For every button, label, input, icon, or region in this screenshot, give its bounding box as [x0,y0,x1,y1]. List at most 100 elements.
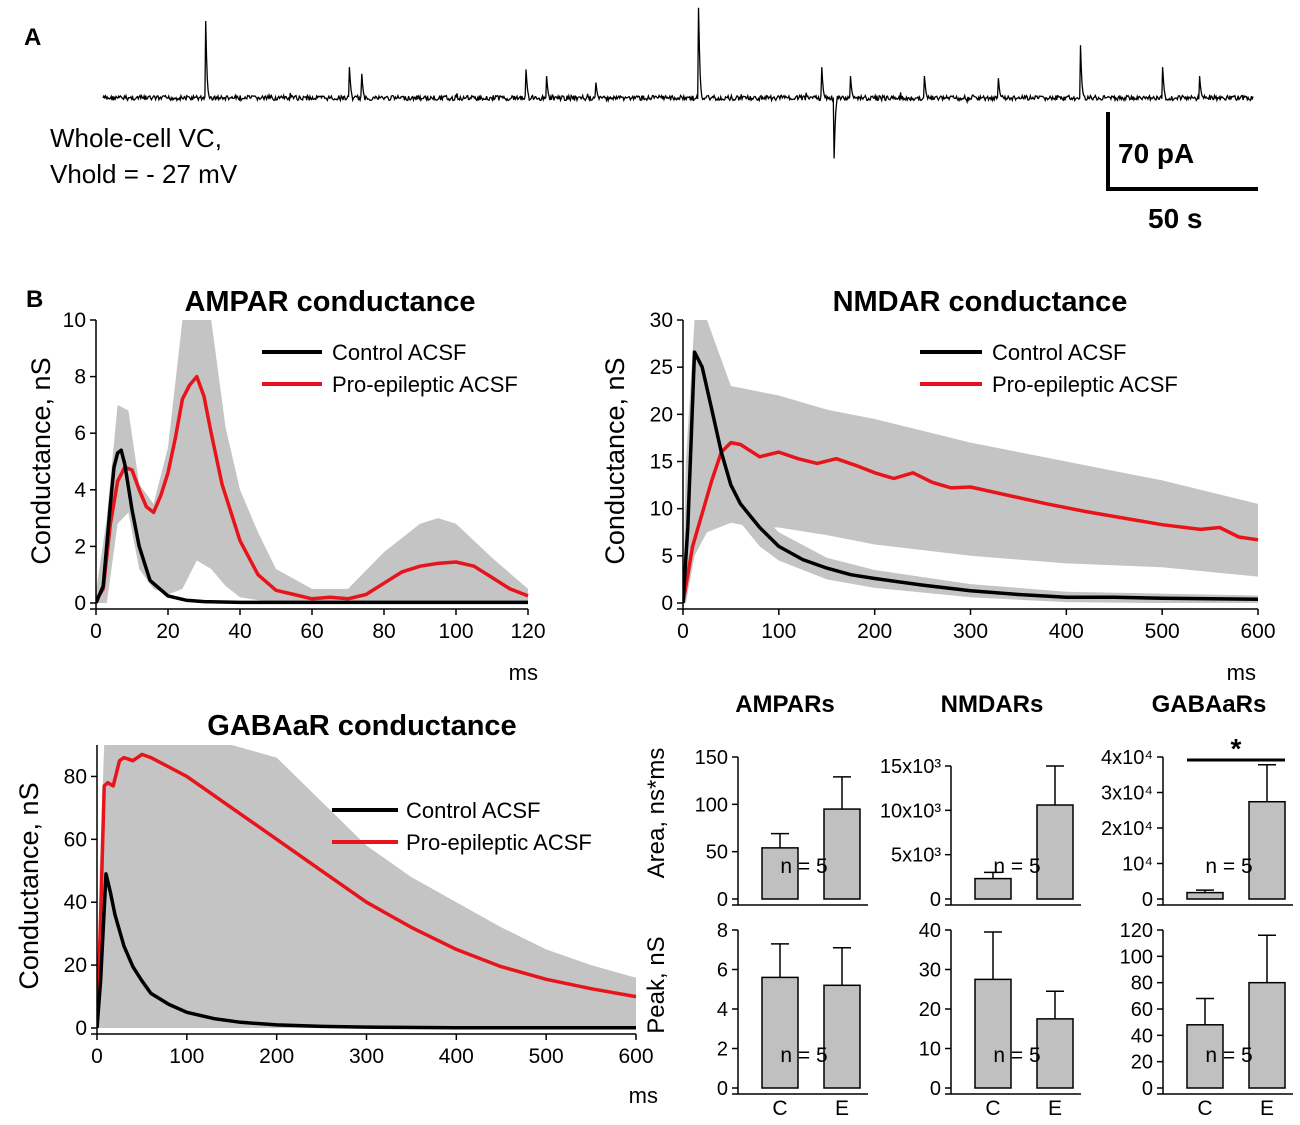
y-tick-label: 3x10⁴ [1101,783,1153,805]
y-tick-label: 0 [930,889,941,911]
bar-chart-gabaars-area: 0 10⁴ 2x10⁴ 3x10⁴ 4x10⁴ n = 5 GABAaRs * [1101,691,1293,911]
bar-chart-nmdars-peak: C E 0 10 20 30 40 n = 5 [919,920,1081,1120]
sem-band [683,320,1258,603]
y-axis-label: Area, ns*ms [643,748,670,879]
y-axis-label: Peak, nS [643,936,670,1033]
legend-epileptic-label: Pro-epileptic ACSF [406,830,592,855]
x-tick-label: 100 [761,620,796,643]
y-tick-label: 120 [1120,920,1153,942]
y-tick-label: 2x10⁴ [1101,818,1153,840]
y-tick-label: 20 [1131,1052,1153,1074]
y-tick-label: 5x10³ [891,845,941,867]
y-tick-label: 30 [919,960,941,982]
y-tick-label: 80 [64,765,87,788]
x-tick-label: 400 [1049,620,1084,643]
legend-control-label: Control ACSF [992,340,1127,365]
bar-e [1248,800,1286,900]
x-tick-label: 0 [90,620,102,643]
y-tick-label: 6 [717,960,728,982]
y-tick-label: 20 [650,403,673,426]
sample-size-label: n = 5 [993,1044,1040,1067]
control-series-line [683,350,1259,604]
chart-title: GABAaR conductance [207,710,516,742]
y-axis-label: Conductance, nS [14,782,44,989]
y-tick-label: 20 [64,954,87,977]
category-label-c: C [985,1097,1000,1120]
sample-size-label: n = 5 [993,855,1040,878]
x-tick-label: 100 [438,620,473,643]
sample-size-label: n = 5 [780,1044,827,1067]
x-tick-label: 600 [618,1045,653,1068]
sem-band [97,745,636,1028]
x-axis-label: ms [1227,660,1256,685]
y-tick-label: 4x10⁴ [1101,747,1153,769]
sample-size-label: n = 5 [780,855,827,878]
y-tick-label: 4 [74,479,86,502]
bar-chart-gabaars-peak: C E 0 20 40 60 80 100 120 n = 5 [1120,920,1293,1120]
x-tick-label: 100 [169,1045,204,1068]
legend-epileptic-label: Pro-epileptic ACSF [332,372,518,397]
y-tick-label: 10x10³ [880,800,941,822]
bar-group-title: AMPARs [735,691,835,718]
ampar-conductance-chart: 0 20 40 60 80 100 120 0 2 4 6 8 10 AMPAR conductance m… [26,286,546,685]
nmdar-conductance-chart: 0 100 200 300 400 500 600 0 5 10 15 20 25 30 NMDAR con… [600,286,1276,685]
x-tick-label: 500 [529,1045,564,1068]
x-tick-label: 200 [857,620,892,643]
y-tick-label: 0 [75,1017,87,1040]
x-tick-label: 500 [1145,620,1180,643]
control-series-line [97,872,636,1030]
y-tick-label: 15x10³ [880,756,941,778]
x-tick-label: 120 [510,620,545,643]
y-tick-label: 2 [717,1039,728,1061]
sample-size-label: n = 5 [1205,1044,1252,1067]
bar-e [1036,1018,1074,1089]
legend-epileptic-label: Pro-epileptic ACSF [992,372,1178,397]
y-tick-label: 100 [1120,946,1153,968]
epileptic-series-line [97,752,637,1029]
y-tick-label: 0 [717,1078,728,1100]
scale-label-current: 70 pA [1118,138,1194,169]
y-tick-label: 40 [64,891,87,914]
x-tick-label: 40 [228,620,251,643]
legend-control-label: Control ACSF [406,798,541,823]
bar-group-title: GABAaRs [1152,691,1267,718]
bar-group-title: NMDARs [941,691,1044,718]
category-label-e: E [1048,1097,1062,1120]
x-tick-label: 0 [677,620,689,643]
y-tick-label: 50 [706,842,728,864]
x-tick-label: 200 [259,1045,294,1068]
x-tick-label: 300 [349,1045,384,1068]
x-tick-label: 300 [953,620,988,643]
epileptic-series-line [96,374,529,602]
panel-label-a: A [24,24,41,51]
x-tick-label: 20 [156,620,179,643]
y-tick-label: 0 [1142,889,1153,911]
y-tick-label: 60 [64,828,87,851]
trace-caption-line2: Vhold = - 27 mV [50,159,238,189]
scale-bar: 70 pA 50 s [1106,112,1258,234]
category-label-c: C [1197,1097,1212,1120]
sample-size-label: n = 5 [1205,855,1252,878]
x-tick-label: 60 [300,620,323,643]
control-series-line [96,448,528,605]
x-tick-label: 80 [372,620,395,643]
y-tick-label: 10 [919,1039,941,1061]
bar-e [1036,804,1074,900]
y-tick-label: 150 [695,747,728,769]
legend-control-label: Control ACSF [332,340,467,365]
chart-title: AMPAR conductance [184,286,475,318]
y-tick-label: 100 [695,794,728,816]
bar-e [823,808,861,900]
y-tick-label: 40 [919,920,941,942]
y-tick-label: 6 [74,422,86,445]
y-axis-label: Conductance, nS [26,357,56,564]
bar-chart-nmdars-area: 0 5x10³ 10x10³ 15x10³ n = 5 NMDARs [880,691,1081,911]
y-tick-label: 0 [661,592,673,615]
epileptic-series-line [683,440,1259,604]
x-tick-label: 0 [91,1045,103,1068]
y-tick-label: 20 [919,999,941,1021]
y-tick-label: 10⁴ [1122,854,1153,876]
significance-marker: * [1231,733,1242,764]
